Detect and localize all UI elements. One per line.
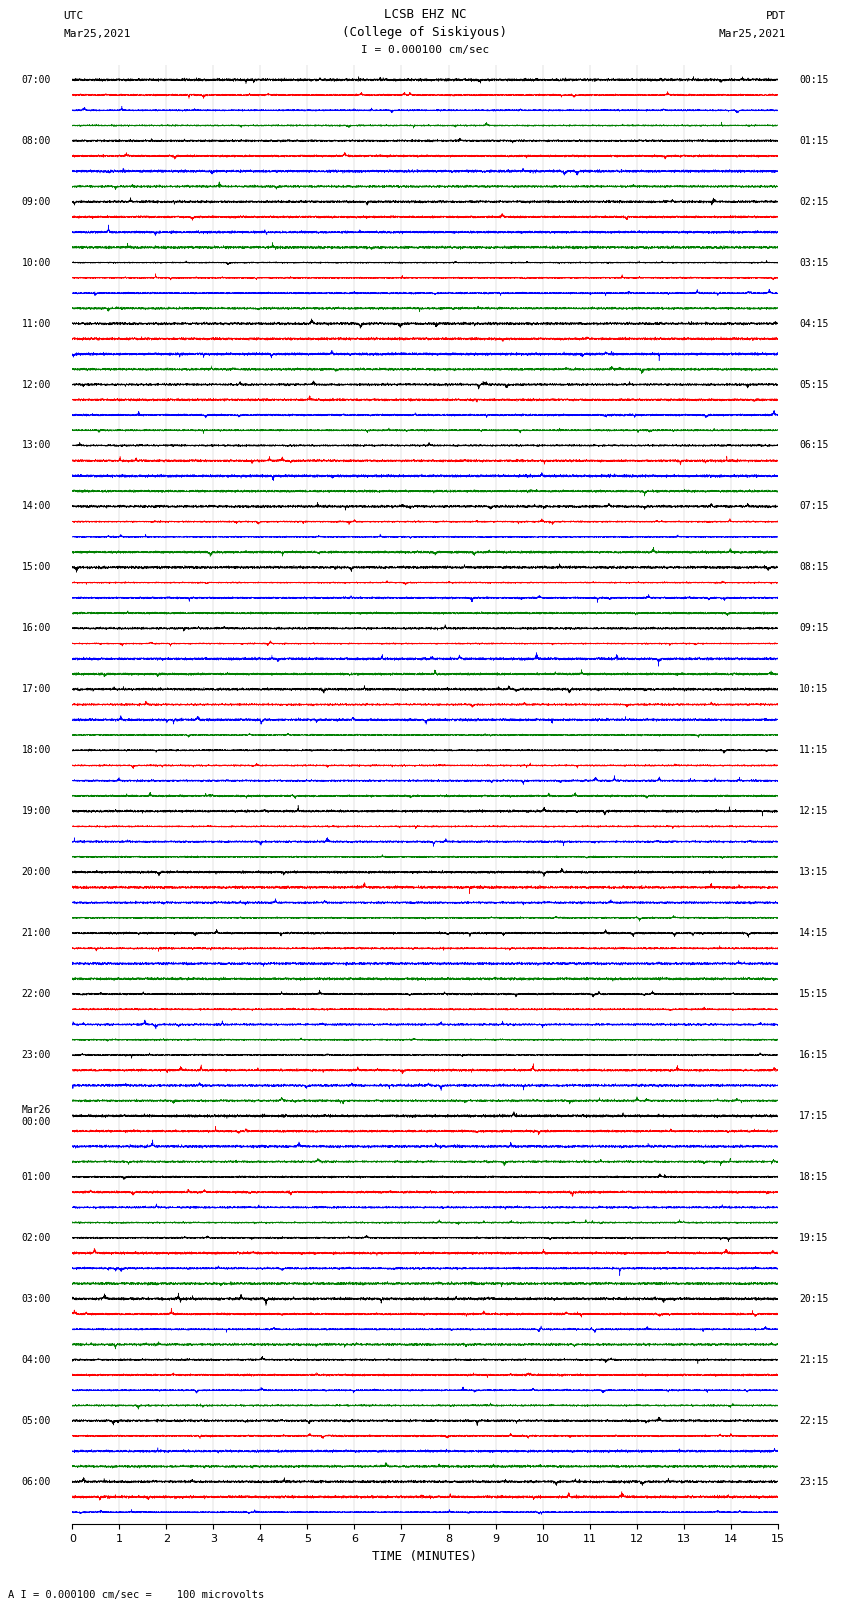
Text: LCSB EHZ NC: LCSB EHZ NC <box>383 8 467 21</box>
Text: Mar25,2021: Mar25,2021 <box>719 29 786 39</box>
Text: 13:00: 13:00 <box>22 440 51 450</box>
Text: 10:15: 10:15 <box>799 684 828 694</box>
Text: 18:00: 18:00 <box>22 745 51 755</box>
Text: 16:15: 16:15 <box>799 1050 828 1060</box>
Text: 03:15: 03:15 <box>799 258 828 268</box>
Text: 12:00: 12:00 <box>22 379 51 389</box>
Text: 11:15: 11:15 <box>799 745 828 755</box>
Text: 04:15: 04:15 <box>799 318 828 329</box>
Text: I = 0.000100 cm/sec: I = 0.000100 cm/sec <box>361 45 489 55</box>
Text: 01:00: 01:00 <box>22 1173 51 1182</box>
Text: Mar26
00:00: Mar26 00:00 <box>22 1105 51 1127</box>
Text: 17:00: 17:00 <box>22 684 51 694</box>
Text: 14:15: 14:15 <box>799 927 828 939</box>
Text: 07:15: 07:15 <box>799 502 828 511</box>
Text: 21:00: 21:00 <box>22 927 51 939</box>
Text: 17:15: 17:15 <box>799 1111 828 1121</box>
Text: 07:00: 07:00 <box>22 74 51 85</box>
Text: 08:15: 08:15 <box>799 563 828 573</box>
Text: 00:15: 00:15 <box>799 74 828 85</box>
Text: 04:00: 04:00 <box>22 1355 51 1365</box>
Text: 16:00: 16:00 <box>22 623 51 634</box>
Text: 22:15: 22:15 <box>799 1416 828 1426</box>
X-axis label: TIME (MINUTES): TIME (MINUTES) <box>372 1550 478 1563</box>
Text: 06:15: 06:15 <box>799 440 828 450</box>
Text: 18:15: 18:15 <box>799 1173 828 1182</box>
Text: PDT: PDT <box>766 11 786 21</box>
Text: 03:00: 03:00 <box>22 1294 51 1303</box>
Text: 15:15: 15:15 <box>799 989 828 998</box>
Text: (College of Siskiyous): (College of Siskiyous) <box>343 26 507 39</box>
Text: 21:15: 21:15 <box>799 1355 828 1365</box>
Text: 20:15: 20:15 <box>799 1294 828 1303</box>
Text: 14:00: 14:00 <box>22 502 51 511</box>
Text: 13:15: 13:15 <box>799 868 828 877</box>
Text: 12:15: 12:15 <box>799 806 828 816</box>
Text: 08:00: 08:00 <box>22 135 51 145</box>
Text: 23:00: 23:00 <box>22 1050 51 1060</box>
Text: Mar25,2021: Mar25,2021 <box>64 29 131 39</box>
Text: 06:00: 06:00 <box>22 1476 51 1487</box>
Text: 10:00: 10:00 <box>22 258 51 268</box>
Text: 02:15: 02:15 <box>799 197 828 206</box>
Text: UTC: UTC <box>64 11 84 21</box>
Text: 23:15: 23:15 <box>799 1476 828 1487</box>
Text: 22:00: 22:00 <box>22 989 51 998</box>
Text: 09:15: 09:15 <box>799 623 828 634</box>
Text: 02:00: 02:00 <box>22 1232 51 1244</box>
Text: 19:15: 19:15 <box>799 1232 828 1244</box>
Text: 19:00: 19:00 <box>22 806 51 816</box>
Text: 05:00: 05:00 <box>22 1416 51 1426</box>
Text: 05:15: 05:15 <box>799 379 828 389</box>
Text: 01:15: 01:15 <box>799 135 828 145</box>
Text: A I = 0.000100 cm/sec =    100 microvolts: A I = 0.000100 cm/sec = 100 microvolts <box>8 1590 264 1600</box>
Text: 09:00: 09:00 <box>22 197 51 206</box>
Text: 11:00: 11:00 <box>22 318 51 329</box>
Text: 15:00: 15:00 <box>22 563 51 573</box>
Text: 20:00: 20:00 <box>22 868 51 877</box>
